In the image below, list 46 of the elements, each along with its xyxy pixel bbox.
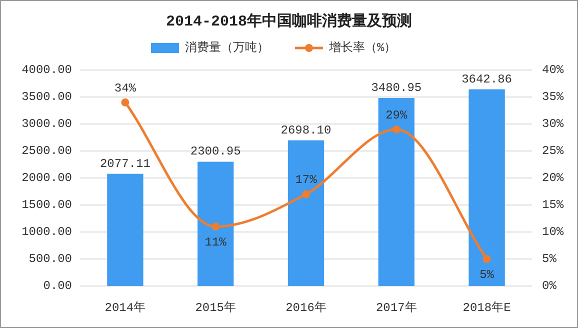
x-tick-label: 2016年 [286,301,326,315]
y2-tick-label: 0% [542,279,558,293]
y2-tick-label: 40% [542,63,564,77]
legend-label: 增长率（%） [328,40,396,55]
bar [107,174,144,286]
y-tick-label: 2500.00 [22,144,72,158]
y-tick-label: 3500.00 [22,90,72,104]
y-tick-label: 3000.00 [22,117,72,131]
point [482,255,491,263]
y-tick-label: 1000.00 [22,225,72,239]
y-tick-label: 4000.00 [22,63,72,77]
bar [198,162,234,286]
point [392,125,400,134]
data-label: 5% [480,268,495,282]
bar [378,98,414,286]
data-label: 34% [114,81,137,96]
y2-tick-label: 30% [542,117,564,131]
bar [468,89,505,286]
data-label: 29% [386,108,408,122]
x-tick-label: 2015年 [195,301,236,315]
y2-tick-label: 25% [542,144,564,158]
y2-tick-label: 5% [542,252,558,266]
data-label: 3480.95 [371,81,422,96]
y-tick-label: 2000.00 [22,171,72,185]
x-tick-label: 2018年E [462,301,511,315]
x-tick-label: 2014年 [104,301,146,315]
y2-tick-label: 20% [542,171,564,185]
point [121,98,130,106]
chart-title: 2014-2018年中国咖啡消费量及预测 [166,12,412,30]
point [302,190,310,198]
bar [288,140,324,286]
y2-tick-label: 35% [542,90,564,104]
data-label: 2698.10 [280,123,332,138]
y2-tick-label: 15% [542,198,564,212]
point [212,222,220,231]
y-tick-label: 500.00 [28,252,72,266]
y2-tick-label: 10% [542,225,564,239]
legend-label: 消费量（万吨） [185,41,269,55]
data-label: 2077.11 [100,156,150,171]
y-tick-label: 0.00 [43,279,72,293]
x-tick-label: 2017年 [376,301,417,315]
data-label: 17% [295,173,318,188]
data-label: 11% [204,236,228,250]
y-tick-label: 1500.00 [22,198,72,212]
data-label: 3642.86 [462,72,512,86]
data-label: 2300.95 [190,144,241,159]
